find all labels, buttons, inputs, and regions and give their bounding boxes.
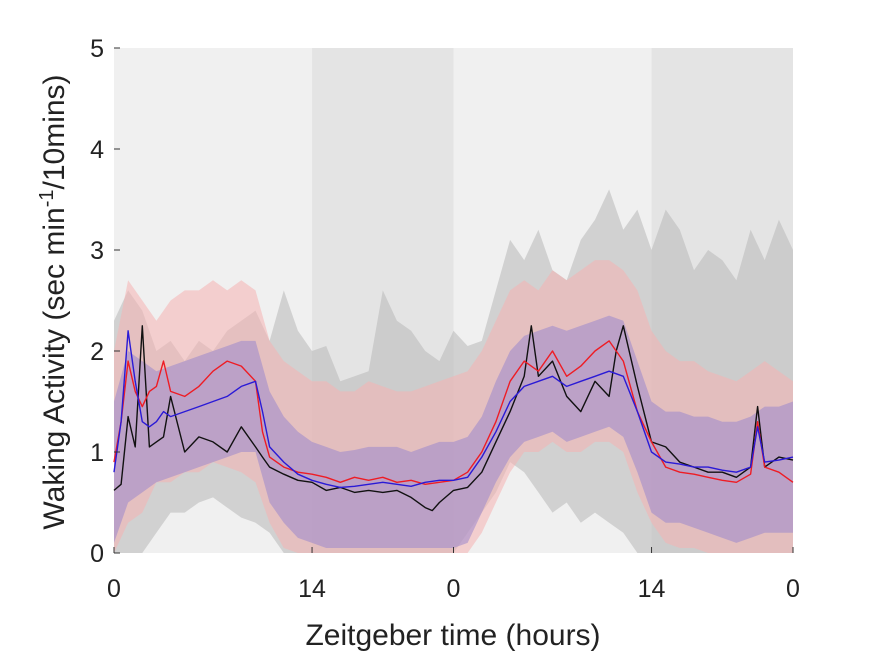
line-series-1 [113, 340, 794, 485]
y-axis-label-tail: /10mins) [38, 74, 71, 189]
line-series-0 [113, 325, 794, 512]
y-axis-label-main: Waking Activity (sec min [38, 207, 71, 529]
x-axis-label: Zeitgeber time (hours) [305, 619, 600, 652]
line-series-2 [113, 330, 794, 489]
y-axis-label-sup: -1 [36, 189, 58, 207]
y-tick-label-1: 1 [90, 439, 104, 467]
y-tick-label-4: 4 [90, 136, 104, 164]
band-series-2 [114, 315, 793, 548]
x-tick-label-4: 0 [786, 575, 800, 603]
y-axis-label: Waking Activity (sec min-1/10mins) [36, 74, 71, 529]
y-tick-label-5: 5 [90, 35, 104, 63]
y-tick-label-0: 0 [90, 540, 104, 568]
y-tick-label-2: 2 [90, 338, 104, 366]
x-tick-label-2: 0 [447, 575, 461, 603]
y-tick-label-3: 3 [90, 237, 104, 265]
axes: 0 1 2 3 4 5 0 14 0 14 0 [90, 35, 800, 603]
x-tick-label-1: 14 [298, 575, 326, 603]
x-tick-label-0: 0 [107, 575, 121, 603]
activity-lines [113, 325, 794, 512]
x-tick-label-3: 14 [638, 575, 666, 603]
